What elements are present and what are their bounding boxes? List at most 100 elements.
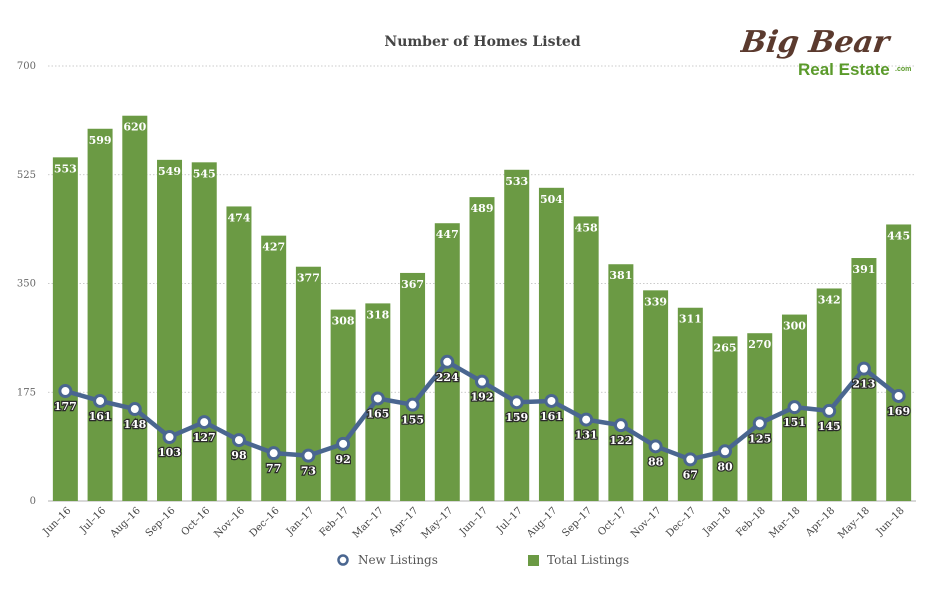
point-value-label: 169 (887, 405, 910, 418)
total-listings-bar (816, 288, 842, 501)
bar-value-label: 381 (609, 269, 632, 282)
bar-value-label: 474 (227, 211, 250, 224)
x-tick-label: Dec–16 (248, 505, 282, 539)
new-listings-point (475, 374, 489, 389)
new-listings-point (891, 388, 906, 403)
point-value-label: 213 (852, 378, 875, 391)
total-listings-bar (538, 187, 564, 502)
new-listings-point (93, 393, 108, 408)
new-listings-point (336, 436, 351, 451)
point-value-label: 192 (471, 391, 494, 404)
new-listings-point (162, 429, 177, 444)
bar-value-label: 300 (783, 320, 806, 333)
point-value-label: 80 (717, 460, 733, 473)
bar-value-label: 270 (748, 338, 771, 351)
point-value-label: 92 (335, 453, 350, 466)
chart-legend: New Listings Total Listings (0, 553, 941, 573)
point-value-label: 161 (89, 410, 112, 423)
total-listings-bar (157, 159, 183, 502)
x-tick-label: Nov–17 (629, 505, 664, 540)
bar-value-label: 377 (297, 272, 320, 285)
bar-value-label: 367 (401, 278, 424, 291)
y-tick-label: 525 (17, 170, 36, 181)
new-listings-point (856, 361, 871, 376)
total-listings-bar (886, 224, 912, 501)
bar-value-label: 391 (852, 263, 875, 276)
point-value-label: 177 (54, 400, 77, 413)
total-listings-bar (52, 157, 78, 501)
svg-text:.com: .com (895, 66, 911, 73)
bar-value-label: 549 (158, 165, 181, 178)
x-tick-label: Oct–17 (596, 505, 629, 538)
new-listings-point (370, 391, 385, 406)
point-value-label: 161 (540, 410, 563, 423)
new-listings-point (718, 444, 733, 459)
point-value-label: 125 (748, 432, 771, 445)
point-value-label: 103 (158, 446, 181, 459)
x-tick-label: Jun–18 (874, 505, 907, 538)
x-tick-label: Oct–16 (179, 505, 212, 538)
total-listings-bar (87, 128, 113, 501)
total-listings-bar (608, 264, 634, 501)
x-tick-label: Jul–17 (494, 505, 525, 536)
total-listings-bar (677, 307, 703, 501)
x-tick-label: Nov–16 (212, 505, 247, 540)
total-listings-bar (712, 336, 738, 501)
svg-text:Big Bear: Big Bear (740, 25, 893, 60)
new-listings-point (613, 418, 628, 433)
svg-text:Real Estate: Real Estate (798, 60, 890, 79)
bar-value-label: 533 (505, 175, 528, 188)
bar-value-label: 427 (262, 241, 285, 254)
total-listings-bar (122, 115, 148, 501)
bar-value-label: 545 (193, 167, 216, 180)
x-tick-label: Jan–17 (284, 505, 317, 538)
point-value-label: 145 (818, 420, 841, 433)
bar-value-label: 318 (366, 308, 389, 321)
new-listings-point (301, 448, 316, 463)
bar-value-label: 447 (436, 228, 459, 241)
point-value-label: 67 (683, 468, 698, 481)
new-listings-point (579, 412, 594, 427)
point-value-label: 88 (648, 455, 664, 468)
new-listings-point (822, 403, 837, 418)
new-listings-point (752, 416, 767, 431)
new-listings-point (58, 384, 73, 399)
chart-title: Number of Homes Listed (384, 34, 581, 50)
total-listings-bar (226, 206, 252, 501)
y-tick-label: 700 (17, 61, 36, 72)
x-tick-label: May–18 (836, 505, 872, 541)
bar-value-label: 342 (818, 293, 841, 306)
x-tick-label: Apr–17 (387, 505, 421, 539)
new-listings-point (440, 354, 455, 369)
big-bear-logo: Big Bear Real Estate .com (740, 25, 911, 79)
legend-label-new-listings: New Listings (358, 553, 438, 567)
x-tick-label: Aug–17 (524, 505, 559, 540)
new-listings-line (58, 354, 906, 467)
y-tick-label: 0 (30, 496, 36, 507)
x-tick-label: Dec–17 (664, 505, 698, 539)
bar-value-label: 504 (540, 193, 563, 206)
x-tick-label: Jul–16 (78, 505, 109, 536)
total-listings-bar (330, 309, 356, 501)
legend-item-total-listings: Total Listings (528, 553, 629, 567)
x-tick-label: Feb–17 (318, 505, 352, 539)
data-labels: 553 599 620 549 545 474 427 377 308 318 367 447 489 5… (53, 121, 912, 483)
new-listings-point (266, 446, 281, 461)
bar-value-label: 311 (679, 313, 702, 326)
new-listings-point (544, 393, 559, 408)
x-tick-label: Mar–18 (767, 505, 802, 540)
legend-line-swatch (337, 554, 349, 566)
new-listings-point (648, 439, 663, 454)
legend-label-total-listings: Total Listings (547, 553, 630, 567)
total-listings-bar (469, 197, 495, 501)
legend-item-new-listings: New Listings (336, 553, 438, 567)
bar-value-label: 458 (575, 221, 598, 234)
x-tick-label: Feb–18 (734, 505, 768, 539)
bars (52, 115, 912, 502)
point-value-label: 77 (266, 462, 281, 475)
new-listings-point (787, 400, 802, 415)
x-tick-label: Jan–18 (701, 505, 734, 538)
new-listings-point (509, 395, 524, 410)
new-listings-point (231, 433, 246, 448)
